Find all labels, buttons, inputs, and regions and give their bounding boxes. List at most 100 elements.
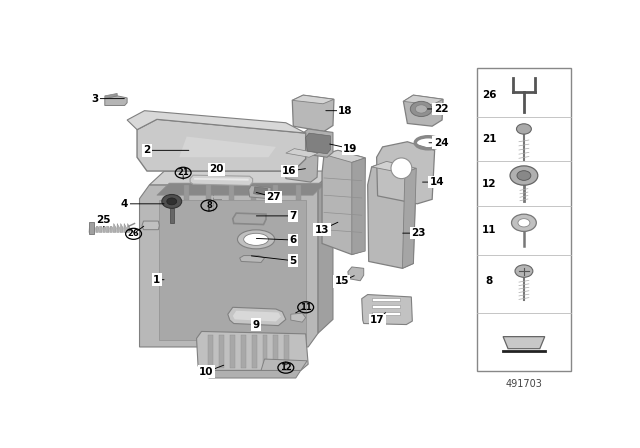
Polygon shape: [89, 224, 92, 233]
Polygon shape: [196, 332, 308, 370]
Polygon shape: [179, 137, 276, 157]
Text: 8: 8: [486, 276, 493, 286]
FancyBboxPatch shape: [477, 68, 571, 371]
Polygon shape: [296, 185, 301, 200]
Polygon shape: [89, 222, 94, 234]
Polygon shape: [105, 96, 127, 106]
Polygon shape: [204, 370, 301, 378]
Text: 12: 12: [482, 179, 497, 189]
Circle shape: [517, 171, 531, 181]
Polygon shape: [207, 185, 211, 200]
Circle shape: [515, 265, 533, 277]
Polygon shape: [110, 224, 113, 233]
Polygon shape: [292, 95, 334, 131]
Text: 23: 23: [411, 228, 426, 238]
Text: 27: 27: [266, 192, 281, 202]
Polygon shape: [372, 312, 400, 315]
Text: 6: 6: [290, 235, 297, 245]
Text: 2: 2: [143, 145, 150, 155]
Text: 11: 11: [482, 225, 497, 235]
Polygon shape: [150, 171, 333, 185]
Polygon shape: [103, 224, 106, 233]
Circle shape: [162, 194, 182, 208]
Polygon shape: [253, 187, 268, 195]
Text: 1: 1: [153, 275, 161, 285]
Polygon shape: [262, 335, 268, 368]
Polygon shape: [302, 129, 333, 157]
Polygon shape: [252, 335, 257, 368]
Ellipse shape: [244, 233, 269, 246]
Circle shape: [167, 198, 177, 205]
Text: 13: 13: [315, 225, 330, 235]
Text: 8: 8: [206, 201, 212, 210]
Polygon shape: [106, 224, 109, 233]
Polygon shape: [306, 133, 330, 154]
Polygon shape: [324, 151, 365, 163]
Polygon shape: [137, 119, 306, 171]
Text: 9: 9: [253, 319, 260, 330]
Text: 12: 12: [280, 363, 292, 372]
Ellipse shape: [237, 230, 275, 249]
Polygon shape: [322, 151, 365, 254]
Polygon shape: [372, 305, 400, 308]
Polygon shape: [503, 336, 545, 349]
Polygon shape: [403, 95, 443, 126]
Polygon shape: [284, 335, 289, 368]
Polygon shape: [241, 335, 246, 368]
Polygon shape: [362, 294, 412, 324]
Circle shape: [415, 105, 428, 113]
Circle shape: [511, 214, 536, 232]
Polygon shape: [291, 313, 306, 322]
Polygon shape: [233, 311, 281, 322]
Polygon shape: [230, 335, 235, 368]
Polygon shape: [376, 142, 435, 204]
Ellipse shape: [391, 158, 412, 179]
Polygon shape: [142, 221, 159, 230]
Polygon shape: [261, 359, 307, 370]
Circle shape: [516, 124, 531, 134]
Text: 21: 21: [177, 168, 189, 177]
Text: 16: 16: [282, 166, 296, 176]
Polygon shape: [249, 185, 271, 198]
Polygon shape: [240, 255, 264, 263]
Circle shape: [510, 166, 538, 185]
Text: 24: 24: [434, 138, 449, 148]
Text: 14: 14: [430, 177, 444, 187]
Text: 18: 18: [338, 106, 353, 116]
Polygon shape: [219, 335, 224, 368]
Polygon shape: [286, 149, 318, 182]
Polygon shape: [116, 224, 120, 233]
Polygon shape: [140, 185, 318, 347]
Polygon shape: [92, 224, 95, 233]
Polygon shape: [194, 178, 249, 181]
Text: 25: 25: [97, 215, 111, 225]
Polygon shape: [157, 183, 326, 195]
Text: 17: 17: [371, 315, 385, 325]
Polygon shape: [113, 224, 116, 233]
Polygon shape: [208, 335, 213, 368]
Polygon shape: [273, 185, 278, 200]
Polygon shape: [105, 94, 117, 99]
Text: 20: 20: [209, 164, 223, 174]
Text: 26: 26: [128, 229, 140, 238]
Text: 19: 19: [343, 144, 358, 154]
Circle shape: [410, 101, 432, 116]
Polygon shape: [229, 185, 234, 200]
Polygon shape: [372, 161, 416, 173]
Polygon shape: [99, 224, 102, 233]
Text: 15: 15: [335, 276, 349, 286]
Polygon shape: [190, 175, 253, 185]
Text: 11: 11: [300, 303, 312, 312]
Polygon shape: [127, 111, 306, 133]
Polygon shape: [352, 158, 365, 254]
Text: 4: 4: [121, 199, 129, 209]
Polygon shape: [228, 307, 286, 326]
Polygon shape: [127, 224, 130, 233]
Polygon shape: [403, 95, 443, 105]
Polygon shape: [348, 267, 364, 281]
Text: 3: 3: [92, 94, 99, 103]
Polygon shape: [273, 335, 278, 368]
Text: 21: 21: [482, 134, 497, 144]
Polygon shape: [96, 224, 99, 233]
Circle shape: [518, 219, 530, 227]
